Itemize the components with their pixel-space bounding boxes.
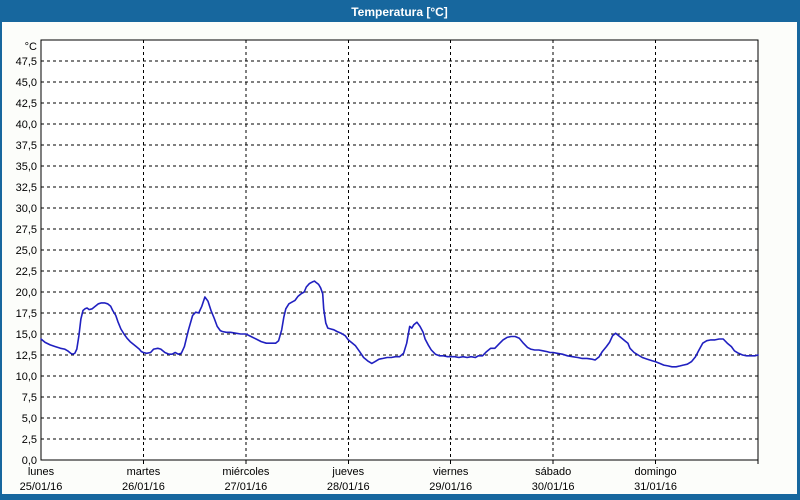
day-name-label: lunes (28, 466, 55, 478)
y-tick-label: 37,5 (16, 140, 37, 152)
y-tick-label: 10,0 (16, 371, 37, 383)
y-tick-label: 0,0 (22, 455, 37, 467)
day-date-label: 26/01/16 (122, 481, 165, 493)
y-tick-label: 15,0 (16, 329, 37, 341)
y-axis-unit-label: °C (25, 41, 37, 53)
day-name-label: domingo (634, 466, 676, 478)
plot-area (40, 39, 759, 461)
chart-title: Temperatura [°C] (351, 5, 448, 19)
y-tick-label: 7,5 (22, 392, 37, 404)
day-name-label: miércoles (222, 466, 270, 478)
y-tick-label: 22,5 (16, 266, 37, 278)
y-tick-label: 35,0 (16, 161, 37, 173)
day-name-label: jueves (331, 466, 364, 478)
y-tick-label: 25,0 (16, 245, 37, 257)
y-tick-label: 17,5 (16, 308, 37, 320)
y-tick-label: 47,5 (16, 56, 37, 68)
y-tick-label: 2,5 (22, 434, 37, 446)
y-tick-label: 30,0 (16, 203, 37, 215)
y-tick-label: 42,5 (16, 98, 37, 110)
y-tick-label: 32,5 (16, 182, 37, 194)
day-date-label: 31/01/16 (634, 481, 677, 493)
window-title-bar: Temperatura [°C] (2, 2, 797, 22)
y-tick-label: 5,0 (22, 413, 37, 425)
y-tick-label: 45,0 (16, 77, 37, 89)
day-date-label: 25/01/16 (20, 481, 63, 493)
day-date-label: 30/01/16 (532, 481, 575, 493)
y-tick-label: 40,0 (16, 119, 37, 131)
day-name-label: viernes (433, 466, 469, 478)
y-tick-label: 20,0 (16, 287, 37, 299)
day-date-label: 29/01/16 (429, 481, 472, 493)
y-tick-label: 27,5 (16, 224, 37, 236)
temperature-line (40, 280, 759, 368)
y-tick-label: 12,5 (16, 350, 37, 362)
day-name-label: sábado (535, 466, 571, 478)
day-date-label: 27/01/16 (224, 481, 267, 493)
day-date-label: 28/01/16 (327, 481, 370, 493)
day-name-label: martes (127, 466, 161, 478)
